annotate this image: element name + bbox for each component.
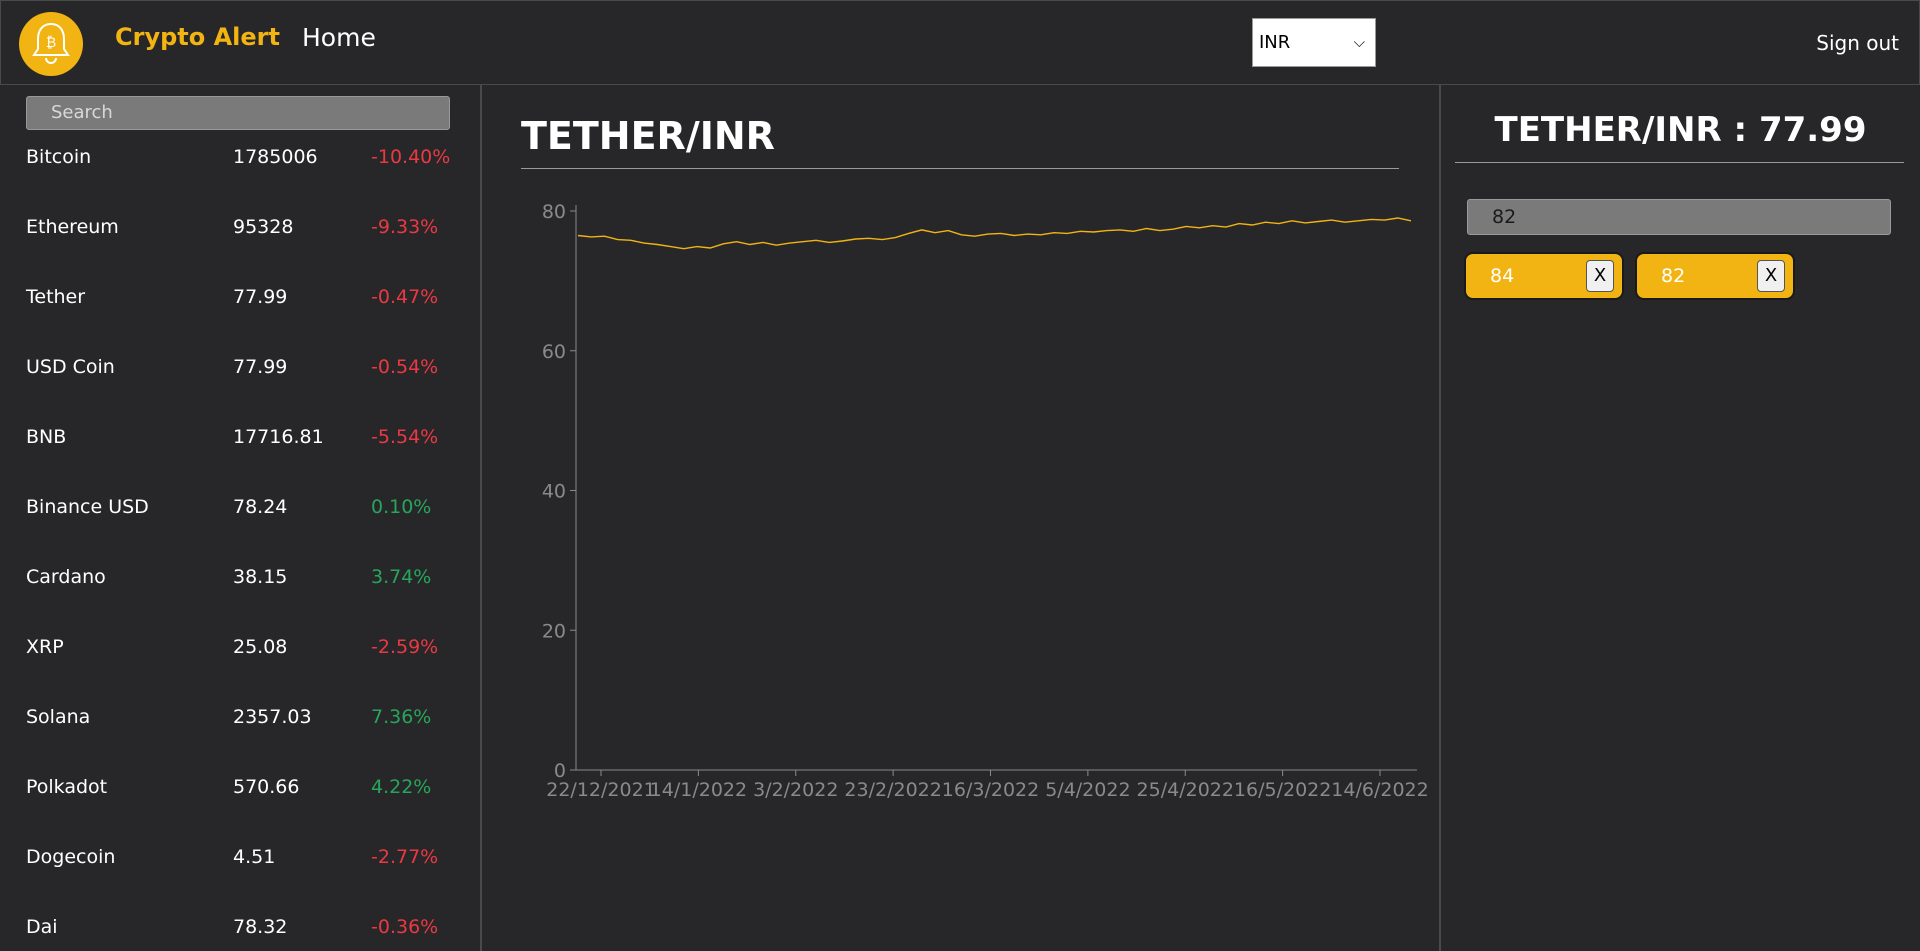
x-tick-label: 25/4/2022: [1137, 779, 1234, 801]
currency-select[interactable]: INR ⌵: [1252, 18, 1376, 67]
brand-title[interactable]: Crypto Alert: [115, 23, 280, 51]
nav-home-link[interactable]: Home: [302, 23, 376, 52]
alert-price-input[interactable]: 82: [1467, 199, 1891, 235]
bitcoin-bell-logo-icon[interactable]: ₿: [19, 12, 83, 76]
sign-out-button[interactable]: Sign out: [1816, 31, 1899, 55]
coin-price: 25.08: [233, 636, 288, 658]
coin-price: 17716.81: [233, 426, 324, 448]
coin-price: 38.15: [233, 566, 288, 588]
y-tick-label: 40: [542, 481, 566, 503]
coin-name: Binance USD: [26, 496, 149, 518]
alert-chip-value: 84: [1490, 265, 1515, 287]
y-tick-label: 0: [554, 760, 566, 782]
chart-title: TETHER/INR: [521, 114, 775, 158]
y-tick-label: 20: [542, 620, 566, 642]
alert-title: TETHER/INR : 77.99: [1494, 110, 1867, 150]
coin-change: 4.22%: [371, 776, 432, 798]
coin-price: 77.99: [233, 286, 288, 308]
coin-price: 4.51: [233, 846, 276, 868]
coin-change: 3.74%: [371, 566, 432, 588]
currency-selected-value: INR: [1259, 32, 1291, 53]
chart-panel: TETHER/INR 0 20 40 60 80 22/12/2021 14/1/2022 3…: [482, 84, 1441, 951]
alerts-panel: TETHER/INR : 77.99 82 84 X 82 X: [1441, 84, 1920, 951]
coin-price: 570.66: [233, 776, 300, 798]
coin-change: 0.10%: [371, 496, 432, 518]
coin-name: Cardano: [26, 566, 106, 588]
coin-change: -5.54%: [371, 426, 439, 448]
coin-change: -2.59%: [371, 636, 439, 658]
alert-chip: 82 X: [1635, 252, 1795, 300]
coin-name: USD Coin: [26, 356, 115, 378]
coin-change: -0.54%: [371, 356, 439, 378]
x-tick-label: 14/6/2022: [1331, 779, 1428, 801]
y-tick-label: 60: [542, 341, 566, 363]
coin-name: Bitcoin: [26, 146, 92, 168]
coin-price: 95328: [233, 216, 294, 238]
coin-name: Ethereum: [26, 216, 119, 238]
x-tick-label: 22/12/2021: [546, 779, 656, 801]
coin-name: Tether: [26, 286, 86, 308]
x-tick-label: 23/2/2022: [844, 779, 941, 801]
coin-price: 2357.03: [233, 706, 312, 728]
alert-chip: 84 X: [1464, 252, 1624, 300]
alert-chip-value: 82: [1661, 265, 1686, 287]
remove-alert-button[interactable]: X: [1757, 260, 1785, 292]
search-input[interactable]: Search: [26, 96, 450, 130]
coin-price: 78.32: [233, 916, 288, 938]
x-tick-label: 3/2/2022: [753, 779, 838, 801]
svg-text:₿: ₿: [46, 35, 56, 51]
alert-divider: [1455, 162, 1904, 163]
coin-name: Dai: [26, 916, 58, 938]
x-tick-label: 5/4/2022: [1045, 779, 1130, 801]
remove-alert-button[interactable]: X: [1586, 260, 1614, 292]
x-tick-label: 16/5/2022: [1234, 779, 1331, 801]
y-tick-label: 80: [542, 201, 566, 223]
coin-change: -2.77%: [371, 846, 439, 868]
coin-price: 77.99: [233, 356, 288, 378]
coin-change: -0.47%: [371, 286, 439, 308]
coin-change: -10.40%: [371, 146, 451, 168]
title-divider: [521, 168, 1399, 169]
coin-change: 7.36%: [371, 706, 432, 728]
coin-change: -9.33%: [371, 216, 439, 238]
coin-price: 1785006: [233, 146, 318, 168]
coin-name: BNB: [26, 426, 67, 448]
x-tick-label: 14/1/2022: [650, 779, 747, 801]
coin-name: Dogecoin: [26, 846, 116, 868]
coin-name: Solana: [26, 706, 91, 728]
coin-list-panel: Search Bitcoin 1785006 -10.40% Ethereum 9532…: [0, 84, 482, 951]
chevron-down-icon: ⌵: [1353, 33, 1365, 51]
x-tick-label: 16/3/2022: [942, 779, 1039, 801]
price-series-line: [577, 217, 1412, 250]
coin-name: XRP: [26, 636, 64, 658]
top-navbar: ₿ Crypto Alert Home INR ⌵ Sign out: [0, 0, 1920, 85]
coin-change: -0.36%: [371, 916, 439, 938]
coin-name: Polkadot: [26, 776, 108, 798]
coin-price: 78.24: [233, 496, 288, 518]
